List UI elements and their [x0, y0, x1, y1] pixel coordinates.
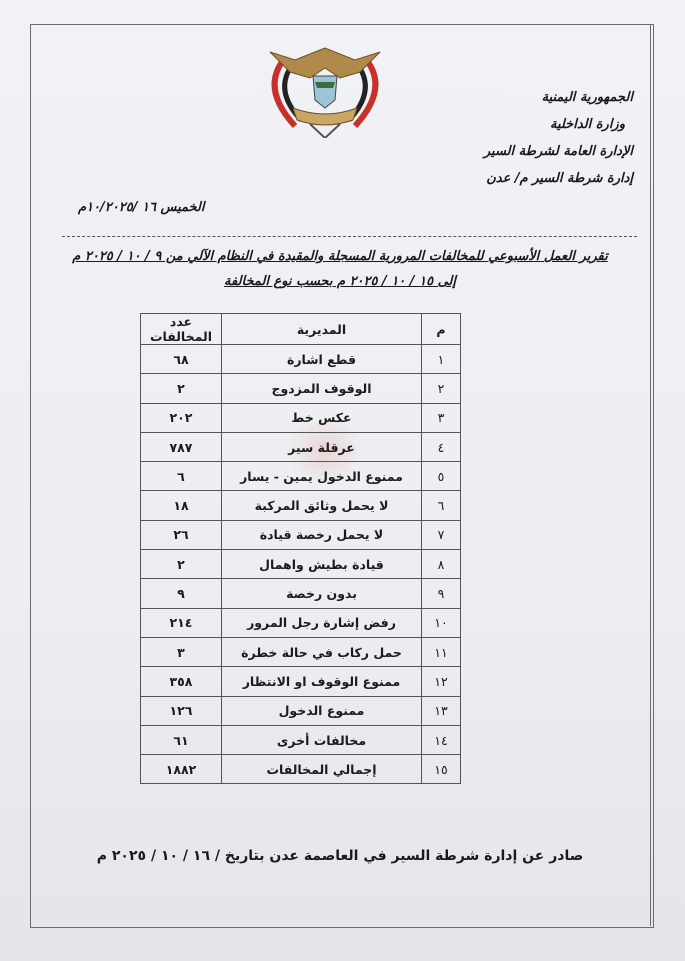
- table-row: ٨ قيادة بطيش واهمال ٢: [140, 549, 461, 580]
- table-row: ٣ عكس خط ٢٠٢: [140, 402, 461, 433]
- row-count: ٢٠٢: [140, 402, 222, 433]
- row-index: ٣: [421, 402, 461, 433]
- header-directorate: الإدارة العامة لشرطة السير: [483, 144, 633, 159]
- table-row: ٤ عرقلة سير ٧٨٧: [140, 431, 461, 463]
- row-count: ٣: [140, 636, 222, 668]
- footer-issued: صادر عن إدارة شرطة السير في العاصمة عدن …: [96, 848, 584, 864]
- col-count: عدد المخالفات: [140, 313, 222, 345]
- row-violation-type: قيادة بطيش واهمال: [221, 549, 422, 580]
- header-date: الخميس ١٦ /١٠/٢٠٢٥م: [78, 200, 205, 215]
- row-violation-type: إجمالي المخالفات: [221, 754, 422, 785]
- table-row: ٩ بدون رخصة ٩: [140, 578, 461, 609]
- row-index: ١٥: [421, 754, 461, 785]
- row-violation-type: قطع اشارة: [221, 343, 422, 375]
- row-count: ٢: [140, 549, 222, 580]
- row-violation-type: لا يحمل رخصة قيادة: [221, 519, 422, 551]
- col-type: المديرية: [221, 313, 422, 345]
- report-subtitle: إلى ١٥ / ١٠ / ٢٠٢٥ م بحسب نوع المخالفة: [223, 274, 456, 289]
- table-row: ١٤ مخالفات أخرى ٦١: [140, 724, 461, 756]
- row-index: ١: [421, 343, 461, 375]
- row-index: ١٠: [421, 607, 461, 638]
- row-violation-type: بدون رخصة: [221, 578, 422, 609]
- table-row: ١١ حمل ركاب في حالة خطرة ٣: [140, 636, 461, 668]
- header-department: إدارة شرطة السير م/ عدن: [486, 171, 633, 186]
- report-title: تقرير العمل الأسبوعي للمخالفات المرورية …: [72, 249, 608, 264]
- col-index: م: [421, 313, 461, 345]
- row-count: ٢٦: [140, 519, 222, 551]
- header-ministry: وزارة الداخلية: [549, 117, 625, 132]
- row-count: ١٢٦: [140, 695, 222, 726]
- row-count: ٦١: [140, 724, 222, 756]
- row-index: ٢: [421, 373, 461, 404]
- row-violation-type: ممنوع الوقوف او الانتظار: [221, 666, 422, 697]
- row-violation-type: ممنوع الدخول: [221, 695, 422, 726]
- table-row: ١ قطع اشارة ٦٨: [140, 343, 461, 375]
- row-count: ٢١٤: [140, 607, 222, 638]
- row-count: ١٨: [140, 490, 222, 521]
- row-violation-type: رفض إشارة رجل المرور: [221, 607, 422, 638]
- row-index: ٤: [421, 431, 461, 463]
- row-index: ٩: [421, 578, 461, 609]
- page-border-inner: [650, 24, 651, 926]
- table-row: ٢ الوقوف المزدوج ٢: [140, 373, 461, 404]
- table-header-row: م المديرية عدد المخالفات: [140, 313, 461, 345]
- row-violation-type: حمل ركاب في حالة خطرة: [221, 636, 422, 668]
- table-row: ١٣ ممنوع الدخول ١٢٦: [140, 695, 461, 726]
- row-index: ٧: [421, 519, 461, 551]
- table-row: ١٢ ممنوع الوقوف او الانتظار ٣٥٨: [140, 666, 461, 697]
- row-index: ١٤: [421, 724, 461, 756]
- row-violation-type: عكس خط: [221, 402, 422, 433]
- row-count: ٢: [140, 373, 222, 404]
- row-index: ١٣: [421, 695, 461, 726]
- divider: [62, 236, 637, 237]
- row-violation-type: لا يحمل وثائق المركبة: [221, 490, 422, 521]
- row-index: ١١: [421, 636, 461, 668]
- row-violation-type: ممنوع الدخول يمين - يسار: [221, 461, 422, 492]
- row-count: ٦٨: [140, 343, 222, 375]
- row-count: ١٨٨٢: [140, 754, 222, 785]
- header-country: الجمهورية اليمنية: [541, 90, 633, 105]
- row-count: ٦: [140, 461, 222, 492]
- table-row: ١٥ إجمالي المخالفات ١٨٨٢: [140, 754, 461, 785]
- row-count: ٧٨٧: [140, 431, 222, 463]
- row-count: ٩: [140, 578, 222, 609]
- row-violation-type: مخالفات أخرى: [221, 724, 422, 756]
- table-row: ١٠ رفض إشارة رجل المرور ٢١٤: [140, 607, 461, 638]
- row-count: ٣٥٨: [140, 666, 222, 697]
- page-border: [30, 24, 654, 928]
- yemen-emblem-icon: [269, 47, 381, 138]
- row-index: ٥: [421, 461, 461, 492]
- row-index: ٦: [421, 490, 461, 521]
- row-index: ٨: [421, 549, 461, 580]
- table-row: ٥ ممنوع الدخول يمين - يسار ٦: [140, 461, 461, 492]
- table-row: ٧ لا يحمل رخصة قيادة ٢٦: [140, 519, 461, 551]
- row-violation-type: الوقوف المزدوج: [221, 373, 422, 404]
- table-row: ٦ لا يحمل وثائق المركبة ١٨: [140, 490, 461, 521]
- row-index: ١٢: [421, 666, 461, 697]
- row-violation-type: عرقلة سير: [221, 431, 422, 463]
- violations-table: م المديرية عدد المخالفات ١ قطع اشارة ٦٨ ٢ ال…: [140, 313, 461, 785]
